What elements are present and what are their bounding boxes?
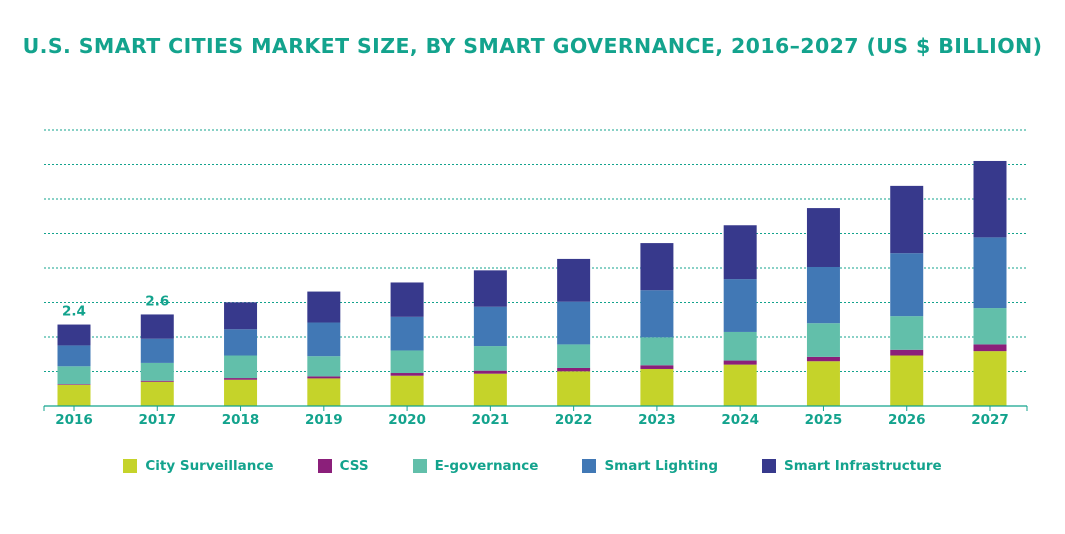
- bar-2019-e-governance: [307, 356, 341, 377]
- legend-swatch: [412, 459, 427, 473]
- bar-2016-smart-lighting: [57, 345, 91, 367]
- bar-2022-city-surveillance: [557, 371, 591, 406]
- bar-2019-css: [307, 376, 341, 379]
- x-tick-label: 2021: [472, 412, 510, 428]
- x-tick-label: 2025: [805, 412, 843, 428]
- bar-2023-smart-infrastructure: [640, 243, 674, 291]
- bar-2016-css: [57, 384, 91, 385]
- bar-2020-smart-lighting: [390, 316, 424, 351]
- bar-2022-e-governance: [557, 344, 591, 368]
- bar-2027-smart-lighting: [973, 237, 1007, 309]
- bar-2021-city-surveillance: [473, 373, 507, 406]
- bar-2021-smart-infrastructure: [473, 270, 507, 307]
- bar-2023-smart-lighting: [640, 290, 674, 338]
- bar-2017-city-surveillance: [140, 381, 174, 406]
- bar-2018-city-surveillance: [224, 379, 258, 406]
- bar-2025-css: [806, 356, 840, 362]
- bar-2017-css: [140, 380, 174, 382]
- gridlines: [44, 129, 1027, 372]
- bar-2025-smart-lighting: [806, 266, 840, 324]
- legend-swatch: [762, 459, 777, 473]
- bar-2026-e-governance: [890, 316, 924, 350]
- bar-2023-e-governance: [640, 337, 674, 366]
- legend-item-css: CSS: [317, 458, 369, 474]
- legend-label: Smart Lighting: [604, 458, 719, 474]
- bar-2016-smart-infrastructure: [57, 324, 91, 346]
- x-tick-label: 2019: [305, 412, 343, 428]
- bar-2019-smart-infrastructure: [307, 291, 341, 323]
- bar-2018-css: [224, 378, 258, 380]
- legend: City Surveillance CSS E-governance Smart Li…: [0, 458, 1065, 474]
- bar-2026-smart-infrastructure: [890, 185, 924, 254]
- bar-2027-e-governance: [973, 308, 1007, 345]
- bar-2020-e-governance: [390, 350, 424, 374]
- x-tick-label: 2016: [55, 412, 93, 428]
- bar-2020-smart-infrastructure: [390, 282, 424, 317]
- bar-2021-smart-lighting: [473, 306, 507, 347]
- bar-2024-smart-lighting: [723, 279, 757, 332]
- legend-swatch: [317, 459, 332, 473]
- bar-2017-e-governance: [140, 362, 174, 381]
- chart-title: U.S. SMART CITIES MARKET SIZE, BY SMART …: [22, 34, 1043, 58]
- bar-2022-css: [557, 367, 591, 372]
- bar-2024-e-governance: [723, 331, 757, 361]
- bar-2020-css: [390, 373, 424, 376]
- bar-2027-smart-infrastructure: [973, 160, 1007, 238]
- bar-2023-css: [640, 365, 674, 369]
- x-tick-label: 2027: [971, 412, 1009, 428]
- legend-swatch: [582, 459, 597, 473]
- legend-swatch: [123, 459, 138, 473]
- data-label-2016: 2.4: [62, 304, 86, 320]
- bar-2026-css: [890, 349, 924, 356]
- legend-label: E-governance: [434, 458, 539, 474]
- x-tick-label: 2023: [638, 412, 676, 428]
- data-labels: 2.4 2.6: [62, 293, 169, 319]
- bar-2025-smart-infrastructure: [806, 208, 840, 267]
- bar-2023-city-surveillance: [640, 368, 674, 406]
- bar-2025-city-surveillance: [806, 361, 840, 406]
- legend-item-smart-infrastructure: Smart Infrastructure: [762, 458, 942, 474]
- bar-2016-city-surveillance: [57, 384, 91, 406]
- legend-label: City Surveillance: [145, 458, 274, 474]
- bar-2021-css: [473, 370, 507, 374]
- bar-2022-smart-infrastructure: [557, 258, 591, 302]
- x-tick-label: 2022: [555, 412, 593, 428]
- bar-2019-smart-lighting: [307, 322, 341, 357]
- legend-label: CSS: [339, 458, 369, 474]
- x-tick-label: 2017: [138, 412, 176, 428]
- bar-2018-e-governance: [224, 355, 258, 379]
- bars: [57, 160, 1007, 406]
- x-ticks: 2016 2017 2018 2019 2020 2021 2022 2023 2024 2025…: [43, 406, 1028, 428]
- bar-2022-smart-lighting: [557, 301, 591, 345]
- legend-item-smart-lighting: Smart Lighting: [582, 458, 718, 474]
- bar-2016-e-governance: [57, 366, 91, 385]
- bar-2024-css: [723, 360, 757, 365]
- bar-2024-smart-infrastructure: [723, 225, 757, 280]
- x-tick-label: 2018: [222, 412, 260, 428]
- bar-2026-city-surveillance: [890, 355, 924, 406]
- bar-2024-city-surveillance: [723, 364, 757, 406]
- bar-2020-city-surveillance: [390, 375, 424, 406]
- x-tick-label: 2024: [721, 412, 759, 428]
- bar-2021-e-governance: [473, 346, 507, 371]
- data-label-2017: 2.6: [145, 293, 169, 309]
- legend-label: Smart Infrastructure: [784, 458, 942, 474]
- bar-2026-smart-lighting: [890, 253, 924, 317]
- bar-2027-city-surveillance: [973, 351, 1007, 406]
- bar-2019-city-surveillance: [307, 378, 341, 406]
- bar-2017-smart-lighting: [140, 338, 174, 363]
- x-tick-label: 2020: [388, 412, 426, 428]
- bar-2017-smart-infrastructure: [140, 314, 174, 339]
- bar-2018-smart-lighting: [224, 329, 258, 356]
- bar-2018-smart-infrastructure: [224, 302, 258, 330]
- x-tick-label: 2026: [888, 412, 926, 428]
- legend-item-e-governance: E-governance: [412, 458, 539, 474]
- bar-2025-e-governance: [806, 323, 840, 357]
- legend-item-city-surveillance: City Surveillance: [123, 458, 274, 474]
- bar-2027-css: [973, 344, 1007, 352]
